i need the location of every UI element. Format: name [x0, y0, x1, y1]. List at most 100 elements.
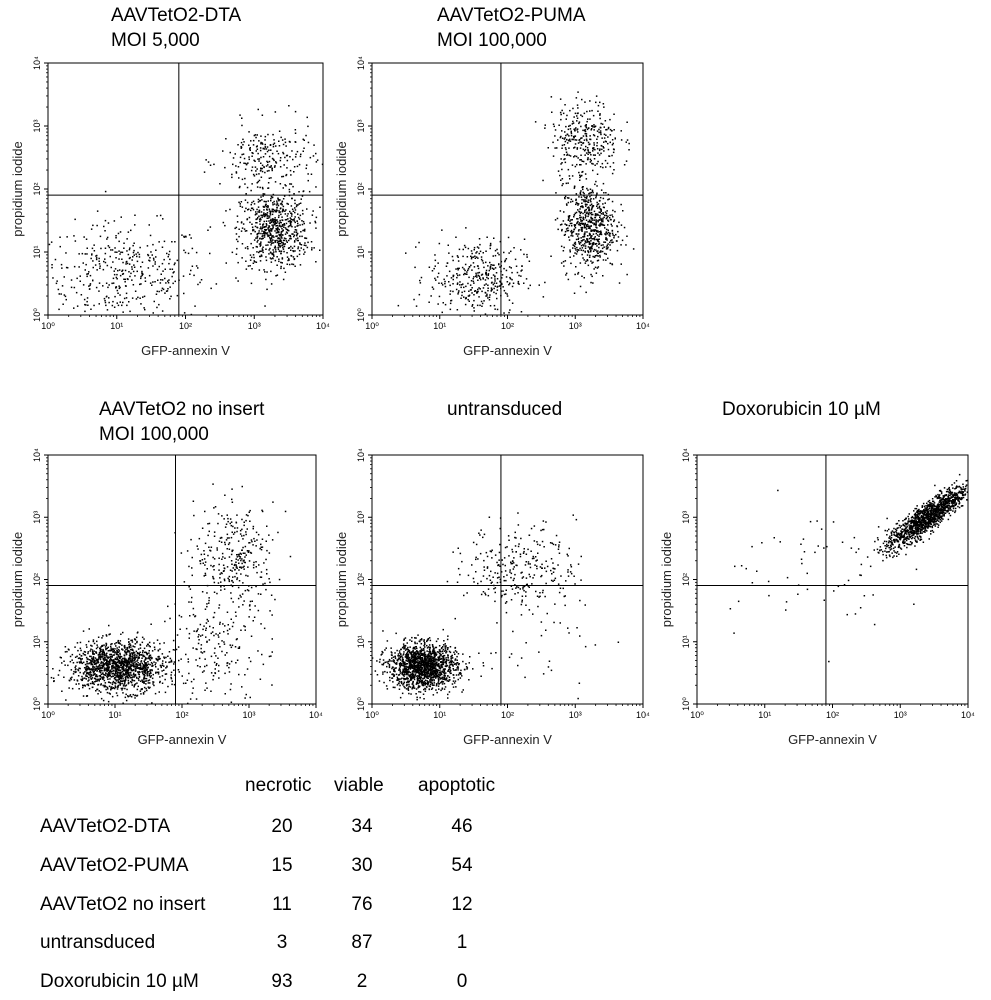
data-point	[128, 263, 131, 265]
data-point	[600, 232, 602, 234]
data-point	[95, 665, 98, 667]
data-point	[478, 252, 480, 255]
data-point	[583, 139, 586, 141]
data-point	[140, 688, 142, 691]
data-point	[477, 257, 479, 259]
data-point	[114, 268, 117, 270]
data-point	[144, 690, 146, 693]
data-point	[106, 676, 109, 679]
data-point	[256, 241, 258, 243]
data-point	[124, 652, 127, 654]
data-point	[134, 683, 137, 685]
data-point	[221, 640, 223, 642]
data-point	[601, 220, 603, 222]
data-point	[276, 264, 278, 266]
data-point	[178, 659, 180, 662]
scatter-panel-4: 10⁰ 10¹ 10² 10³ 10⁴10⁰10¹10²10³10⁴GFP-annexi…	[334, 448, 650, 747]
data-point	[125, 693, 127, 696]
data-point	[164, 673, 167, 675]
data-point	[595, 223, 597, 225]
data-point	[580, 193, 582, 196]
data-point	[263, 269, 265, 271]
data-point	[116, 251, 118, 253]
data-point	[231, 549, 233, 552]
data-point	[238, 235, 240, 238]
data-point	[577, 131, 579, 133]
data-point	[280, 250, 283, 252]
data-point	[236, 554, 238, 556]
data-point	[261, 230, 263, 232]
data-point	[168, 661, 170, 664]
data-point	[284, 184, 286, 186]
data-point	[290, 215, 293, 217]
data-point	[73, 235, 75, 237]
data-point	[123, 297, 126, 300]
data-point	[101, 678, 104, 680]
data-point	[280, 207, 282, 209]
data-point	[595, 232, 597, 235]
data-point	[110, 643, 112, 646]
data-point	[206, 605, 208, 608]
data-point	[108, 685, 111, 688]
data-point	[282, 242, 284, 244]
data-point	[121, 270, 123, 272]
data-point	[138, 657, 140, 659]
data-point	[141, 636, 144, 639]
data-point	[258, 158, 261, 160]
data-point	[620, 139, 623, 141]
data-point	[584, 245, 587, 247]
data-point	[163, 665, 165, 667]
data-point	[577, 218, 579, 220]
data-point	[575, 211, 578, 214]
data-point	[600, 224, 602, 226]
data-point	[85, 644, 88, 646]
data-point	[228, 580, 231, 583]
data-point	[606, 238, 608, 240]
data-point	[98, 680, 100, 682]
data-point	[586, 139, 588, 142]
data-point	[125, 653, 127, 656]
data-point	[163, 657, 166, 659]
data-point	[457, 291, 460, 294]
data-point	[250, 635, 253, 637]
data-point	[572, 138, 574, 141]
data-point	[115, 686, 117, 689]
data-point	[595, 229, 598, 232]
data-point	[156, 290, 158, 293]
data-point	[87, 651, 89, 653]
data-point	[287, 203, 289, 205]
data-point	[99, 658, 102, 661]
data-point	[590, 128, 593, 130]
data-point	[134, 694, 136, 697]
data-point	[261, 170, 264, 173]
data-point	[196, 665, 199, 667]
data-point	[602, 212, 604, 214]
data-point	[122, 702, 124, 704]
data-point	[250, 539, 253, 541]
data-point	[157, 659, 159, 662]
data-point	[260, 156, 262, 159]
data-point	[142, 674, 145, 676]
x-tick-label: 10¹	[433, 321, 446, 331]
data-point	[589, 192, 591, 194]
data-point	[561, 162, 563, 164]
data-point	[171, 268, 174, 270]
data-point	[229, 522, 231, 525]
data-point	[594, 266, 597, 269]
data-point	[592, 148, 594, 150]
data-point	[127, 231, 130, 233]
data-point	[134, 646, 136, 648]
data-point	[489, 265, 492, 268]
data-point	[478, 287, 480, 289]
data-point	[93, 650, 95, 652]
data-point	[97, 667, 99, 670]
data-point	[158, 658, 160, 660]
data-point	[599, 113, 601, 115]
data-point	[116, 668, 119, 671]
data-point	[115, 669, 117, 671]
data-point	[434, 265, 436, 267]
data-point	[122, 664, 125, 667]
data-point	[88, 285, 90, 287]
data-point	[244, 247, 247, 249]
data-point	[261, 250, 263, 252]
